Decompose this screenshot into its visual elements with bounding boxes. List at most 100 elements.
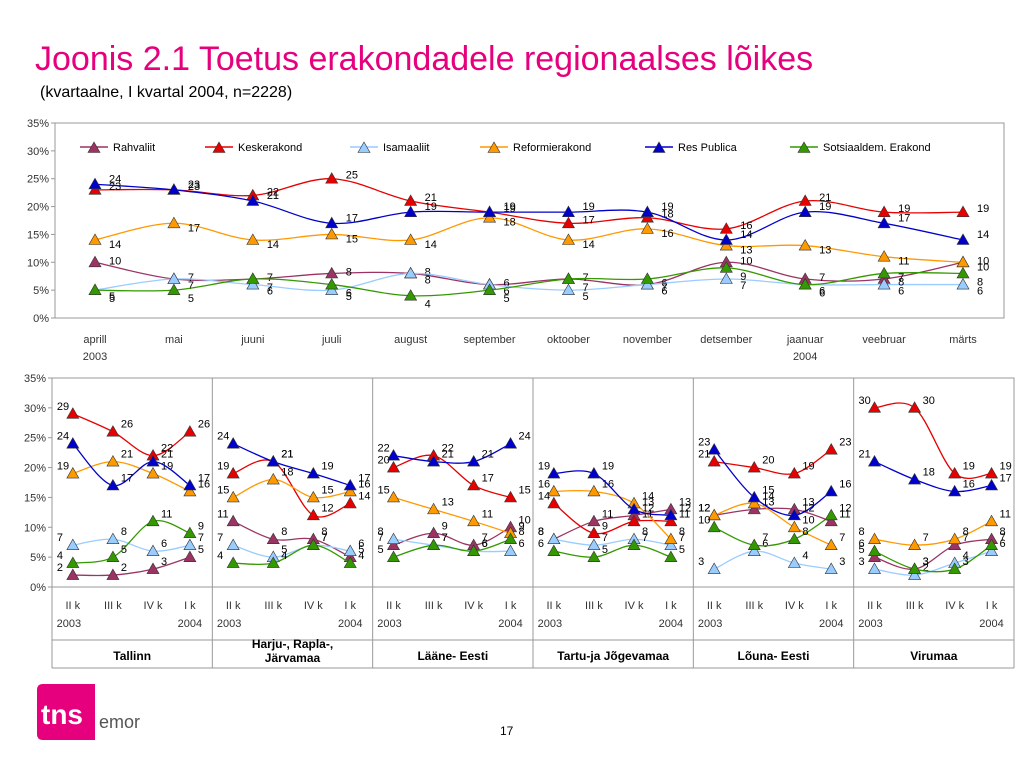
x-tick-label: september [464,334,516,346]
x-tick-label: veebruar [862,334,906,346]
data-point [547,532,561,545]
data-point [948,466,962,479]
region-label: Järvamaa [265,651,321,665]
data-label: 26 [198,419,210,431]
data-label: 5 [281,544,287,556]
legend-marker [87,141,101,153]
quarter-label: II k [707,600,722,612]
data-label: 19 [661,201,673,213]
data-label: 6 [661,286,667,298]
y-tick-label: 10% [27,257,49,269]
data-point [867,532,882,545]
data-label: 22 [267,186,279,198]
quarter-label: II k [226,600,241,612]
data-label: 6 [358,538,364,550]
data-point [66,538,80,551]
legend-label: Keskerakond [238,142,302,154]
data-label: 6 [504,278,510,290]
data-point [824,484,838,497]
data-label: 14 [762,490,774,502]
data-label: 6 [161,538,167,550]
data-point [664,550,678,562]
data-label: 6 [898,286,904,298]
x-tick-label: oktoober [547,334,590,346]
data-point [66,466,80,479]
data-point [956,266,970,279]
series-line [874,538,992,570]
series-line [393,496,511,534]
legend-marker [487,141,501,153]
data-label: 24 [109,173,121,185]
y-tick-label: 5% [33,285,49,297]
data-point [226,490,240,503]
data-label: 7 [188,272,194,284]
data-point [266,454,280,467]
data-label: 7 [740,280,746,292]
data-point [664,538,678,551]
data-point [640,222,654,234]
data-label: 6 [482,538,488,550]
data-point [167,283,181,295]
data-point [664,508,678,521]
data-point [246,194,260,206]
data-point [226,538,240,551]
data-label: 8 [859,526,865,538]
data-point [587,550,601,562]
series-line [714,449,832,475]
data-point [908,472,922,485]
series-line [874,544,992,573]
legend-label: Rahvaliit [113,142,155,154]
data-point [867,454,882,467]
data-label: 7 [661,282,667,294]
data-point [587,484,601,497]
data-label: 16 [661,228,673,240]
data-point [427,502,441,515]
legend-marker [797,141,811,153]
data-point [547,484,561,497]
data-point [504,532,518,545]
data-point [640,205,654,217]
data-point [547,466,561,479]
page-number: 17 [500,724,514,738]
quarter-label: I k [184,600,196,612]
region-label: Harju-, Rapla-, [252,637,333,651]
data-label: 7 [582,282,588,294]
data-label: 19 [57,461,69,473]
data-point [798,277,812,290]
data-label: 5 [198,544,204,556]
quarter-label: I k [505,600,517,612]
data-label: 17 [1000,472,1012,484]
data-label: 23 [188,181,200,193]
data-point [787,466,801,479]
x-tick-label: mai [165,334,183,346]
data-point [747,502,761,515]
y-tick-label: 15% [24,492,46,504]
data-label: 12 [839,502,851,514]
data-label: 4 [358,550,364,562]
data-label: 11 [602,508,613,520]
data-label: 15 [762,484,774,496]
data-label: 3 [698,556,704,568]
series-line [714,507,832,522]
data-label: 8 [1000,526,1006,538]
data-label: 15 [346,233,358,245]
data-label: 18 [281,467,293,479]
data-label: 7 [442,532,448,544]
data-point [88,255,102,268]
data-label: 16 [198,478,210,490]
data-point [867,401,882,413]
data-point [386,538,401,551]
data-point [226,514,240,527]
series-line [393,526,511,546]
data-label: 8 [378,526,384,538]
data-point [867,544,882,556]
data-label: 11 [839,508,850,520]
series-line [72,413,191,457]
series-line [72,556,191,577]
data-point [404,205,418,217]
y-tick-label: 25% [24,433,46,445]
quarter-label: I k [825,600,837,612]
data-label: 14 [267,239,279,251]
data-label: 5 [582,291,588,303]
data-label: 10 [109,255,121,267]
